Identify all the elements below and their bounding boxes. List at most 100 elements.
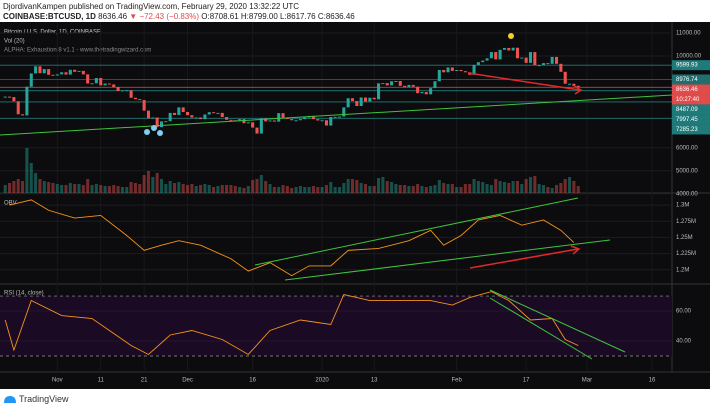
volume-bar (3, 185, 7, 193)
volume-bar (212, 187, 216, 193)
price-tag-label: 9599.93 (676, 63, 698, 69)
volume-bar (99, 185, 103, 193)
volume-bar (8, 183, 12, 193)
volume-bar (125, 187, 129, 193)
candle (311, 115, 315, 120)
candle (142, 100, 146, 111)
x-tick-label: 13 (371, 378, 378, 384)
volume-bar (372, 186, 376, 193)
volume-bar (73, 184, 77, 193)
drawings (0, 33, 673, 360)
candle (442, 69, 446, 73)
volume-bar (420, 186, 424, 193)
volume-bar (25, 148, 29, 193)
candle (394, 81, 398, 82)
candle (29, 73, 33, 87)
candle (507, 47, 511, 51)
volume-bar (494, 179, 498, 193)
volume-bar (285, 186, 289, 193)
volume-bar (12, 181, 16, 193)
volume-bar (459, 187, 463, 193)
candle (520, 57, 524, 59)
x-tick-label: Dec (182, 378, 193, 384)
candle (120, 90, 124, 92)
volume-bar (86, 179, 90, 193)
obv-tick-label: 1.225M (676, 251, 696, 257)
volume-bar (277, 187, 281, 193)
volume-bar (120, 187, 124, 193)
volume-bar (359, 183, 363, 193)
candle (242, 119, 246, 124)
volume-bar (355, 180, 359, 193)
rsi-band-fill (0, 296, 672, 356)
volume-bar (489, 185, 493, 193)
rsi-tick-label: 40.00 (676, 339, 692, 345)
volume-bar (177, 182, 181, 193)
volume-bar (468, 184, 472, 193)
volume-bar (81, 185, 85, 193)
candle (159, 121, 164, 128)
candle (47, 69, 51, 75)
candle (498, 49, 502, 60)
candle (446, 67, 450, 73)
price-tag-label: 8636.46 (676, 87, 698, 93)
obv-tick-label: 1.275M (676, 219, 696, 225)
candle (398, 81, 402, 86)
volume-bar (29, 163, 33, 193)
volume-bar (64, 185, 68, 193)
volume-bar (390, 182, 394, 193)
candle (303, 117, 307, 120)
candle (42, 69, 46, 74)
volume-bar (563, 179, 567, 193)
volume-bar (216, 186, 220, 193)
x-tick-label: 16 (649, 378, 656, 384)
candle (238, 119, 242, 121)
candle (194, 117, 198, 119)
volume-bar (233, 186, 237, 193)
volume-bar (225, 185, 229, 193)
candle (81, 70, 85, 75)
obv-channel (254, 197, 579, 266)
volume-bar (329, 182, 333, 193)
arrow-head (573, 85, 583, 95)
volume-bar (407, 186, 411, 193)
candle (103, 83, 107, 86)
candle (125, 90, 129, 92)
symbol: COINBASE:BTCUSD, 1D (3, 12, 96, 21)
volume-bar (172, 183, 177, 193)
candle (73, 69, 77, 72)
volume-bar (450, 184, 454, 193)
price-tag (672, 84, 710, 95)
candle (437, 69, 441, 82)
volume-bar (251, 180, 255, 193)
marks: 11000.00 10000.00 6000.00 5000.00 4000.00 Nov… (0, 22, 710, 384)
brand: TradingView (19, 394, 69, 404)
candle (107, 83, 111, 85)
volume-bar (146, 171, 150, 193)
candle (8, 96, 12, 98)
volume-bar (502, 182, 506, 193)
volume-bar (515, 181, 519, 193)
candle (294, 120, 298, 122)
candle (368, 97, 372, 102)
candle (277, 113, 281, 122)
volume-bar (55, 184, 59, 193)
candle (199, 117, 203, 120)
volume-bar (411, 186, 415, 193)
candle (146, 110, 150, 119)
candle (207, 112, 211, 115)
volume-bar (368, 186, 372, 193)
obv-channel (284, 239, 611, 281)
volume-bar (498, 181, 502, 193)
candle (172, 112, 177, 115)
volume-bar (416, 184, 420, 193)
candle (246, 122, 250, 124)
candle (372, 97, 376, 100)
volume-bar (541, 185, 546, 193)
exhaustion-marker (508, 33, 514, 39)
volume-bar (350, 179, 355, 193)
logo (4, 396, 16, 403)
candle (290, 119, 294, 121)
candle (138, 99, 142, 101)
